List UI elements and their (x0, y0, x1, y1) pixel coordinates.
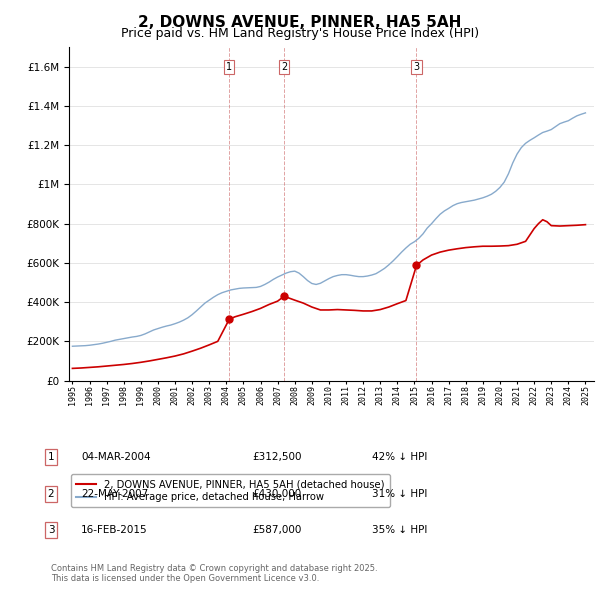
Text: 1: 1 (47, 453, 55, 462)
Text: 2: 2 (281, 62, 287, 72)
Text: £587,000: £587,000 (252, 526, 301, 535)
Text: 3: 3 (47, 526, 55, 535)
Text: 22-MAY-2007: 22-MAY-2007 (81, 489, 148, 499)
Text: 31% ↓ HPI: 31% ↓ HPI (372, 489, 427, 499)
Text: 35% ↓ HPI: 35% ↓ HPI (372, 526, 427, 535)
Text: Contains HM Land Registry data © Crown copyright and database right 2025.
This d: Contains HM Land Registry data © Crown c… (51, 563, 377, 583)
Point (412, 261, 421, 270)
Text: £312,500: £312,500 (252, 453, 302, 462)
Text: 2: 2 (47, 489, 55, 499)
Text: Price paid vs. HM Land Registry's House Price Index (HPI): Price paid vs. HM Land Registry's House … (121, 27, 479, 40)
Text: 16-FEB-2015: 16-FEB-2015 (81, 526, 148, 535)
Text: 2, DOWNS AVENUE, PINNER, HA5 5AH: 2, DOWNS AVENUE, PINNER, HA5 5AH (139, 15, 461, 30)
Text: 3: 3 (413, 62, 419, 72)
Text: £430,000: £430,000 (252, 489, 301, 499)
Point (280, 291, 289, 301)
Text: 04-MAR-2004: 04-MAR-2004 (81, 453, 151, 462)
Point (224, 314, 234, 324)
Text: 42% ↓ HPI: 42% ↓ HPI (372, 453, 427, 462)
Text: 1: 1 (226, 62, 232, 72)
Legend: 2, DOWNS AVENUE, PINNER, HA5 5AH (detached house), HPI: Average price, detached : 2, DOWNS AVENUE, PINNER, HA5 5AH (detach… (71, 474, 390, 507)
